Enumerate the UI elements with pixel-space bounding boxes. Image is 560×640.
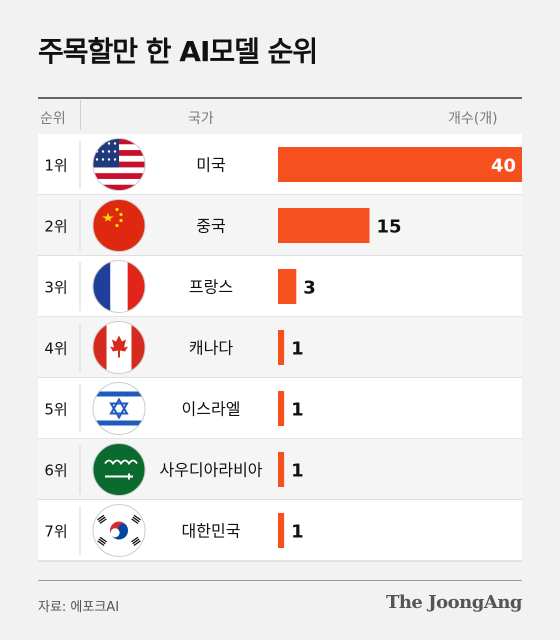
category-label: 캐나다 — [189, 339, 233, 358]
rank-label: 7위 — [44, 523, 67, 541]
category-label: 프랑스 — [189, 278, 233, 297]
saudi-arabia-flag-icon — [92, 443, 146, 496]
bar — [278, 208, 370, 243]
category-label: 중국 — [196, 217, 225, 236]
category-label: 이스라엘 — [182, 400, 241, 419]
canada-flag-icon — [92, 321, 146, 374]
brand-logo: The JoongAng — [385, 592, 523, 613]
bar — [278, 330, 285, 365]
data-label: 1 — [291, 522, 304, 543]
rank-label: 6위 — [44, 462, 67, 480]
bar — [278, 391, 285, 426]
china-flag-icon — [92, 199, 146, 252]
korea-flag-icon — [92, 504, 146, 557]
category-label: 사우디아라비아 — [159, 461, 262, 480]
data-label: 15 — [377, 217, 402, 238]
header-divider — [38, 97, 522, 99]
category-label: 미국 — [196, 156, 225, 175]
bar — [278, 147, 522, 182]
france-flag-icon — [92, 260, 146, 313]
chart-title: 주목할만 한 AI모델 순위 — [38, 35, 318, 68]
data-label: 1 — [291, 461, 304, 482]
source-note: 자료: 에포크AI — [38, 600, 120, 615]
rank-label: 1위 — [44, 157, 67, 175]
bar — [278, 269, 297, 304]
footer-divider — [38, 580, 522, 581]
header-rank: 순위 — [40, 111, 66, 127]
data-label: 1 — [291, 400, 304, 421]
rank-label: 5위 — [44, 401, 67, 419]
bar — [278, 513, 285, 548]
data-label: 1 — [291, 339, 304, 360]
rank-label: 2위 — [44, 218, 67, 236]
israel-flag-icon — [92, 382, 146, 435]
header-count: 개수(개) — [448, 111, 498, 127]
rank-label: 4위 — [44, 340, 67, 358]
header-country: 국가 — [188, 111, 214, 127]
data-label: 3 — [303, 278, 316, 299]
data-label: 40 — [491, 156, 516, 177]
bar — [278, 452, 285, 487]
category-label: 대한민국 — [182, 522, 241, 541]
rank-label: 3위 — [44, 279, 67, 297]
header-separator — [80, 100, 81, 130]
us-flag-icon — [92, 138, 146, 191]
